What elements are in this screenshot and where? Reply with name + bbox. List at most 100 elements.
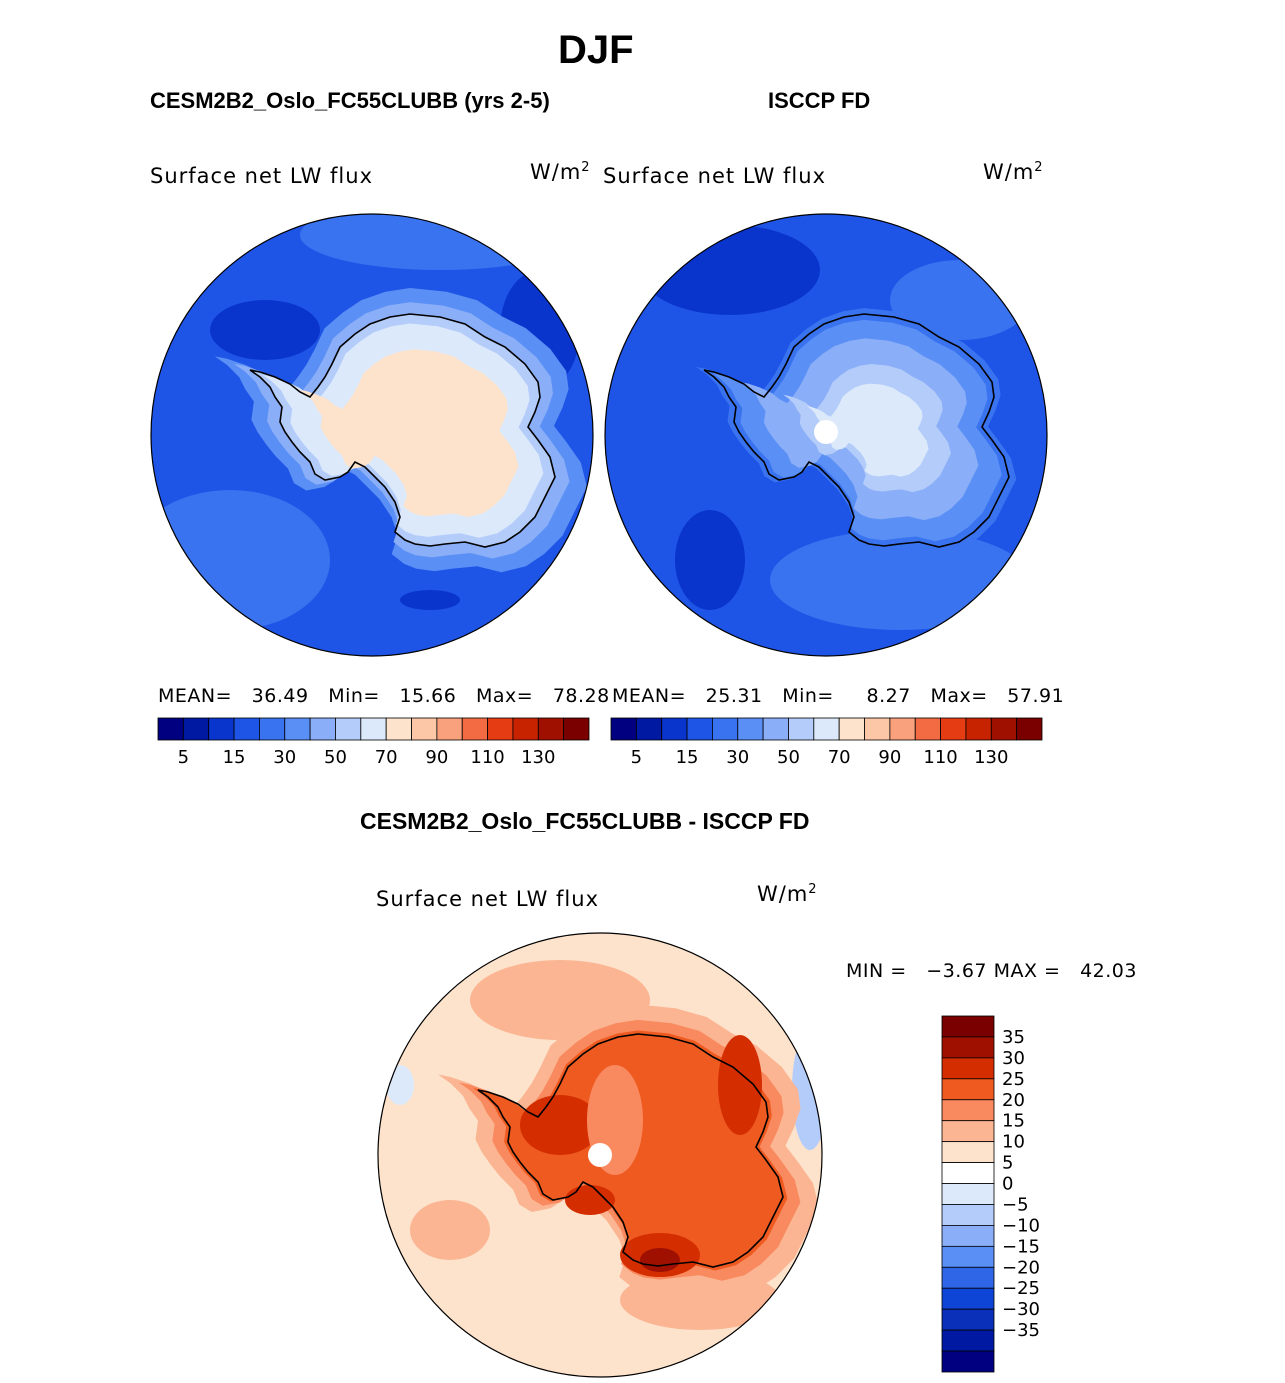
diff-colorbar-tick-label: 35 (1002, 1027, 1025, 1048)
diff-colorbar-swatch (941, 1141, 995, 1163)
obs-colorbar-tick-label: 90 (878, 747, 901, 768)
model-variable-label: Surface net LW flux (150, 164, 373, 188)
model-colorbar-swatch (157, 717, 184, 741)
obs-colorbar-swatch (635, 717, 663, 741)
obs-colorbar-swatch (762, 717, 789, 741)
obs-colorbar-swatch (813, 717, 840, 741)
diff-colorbar-swatch (941, 1078, 995, 1101)
model-colorbar-swatch (385, 717, 412, 741)
diff-map-border (377, 932, 823, 1378)
obs-colorbar-tick-label: 50 (777, 747, 800, 768)
obs-colorbar-swatch (940, 717, 967, 741)
model-colorbar: 5 15 30 50 70 90 110 130 (157, 717, 590, 768)
diff-polar-map (378, 933, 822, 1377)
model-map-border (150, 213, 594, 657)
diff-colorbar-tick-label: 25 (1002, 1069, 1025, 1090)
diff-colorbar-tick-label: 5 (1002, 1153, 1013, 1174)
model-colorbar-tick-label: 70 (375, 747, 398, 768)
model-colorbar-swatch (208, 717, 235, 741)
diff-colorbar-tick-label: −35 (1002, 1320, 1040, 1341)
diff-colorbar-tick-label: −20 (1002, 1257, 1040, 1278)
model-colorbar-tick-label: 50 (324, 747, 347, 768)
obs-colorbar: 5 15 30 50 70 90 110 130 (610, 717, 1043, 768)
diff-colorbar-swatch (941, 1183, 995, 1205)
diff-colorbar-swatch (941, 1266, 995, 1289)
obs-map-border (604, 213, 1048, 657)
diff-units-label: W/m2 (757, 882, 818, 906)
obs-colorbar-swatch (914, 717, 941, 741)
obs-colorbar-swatch (686, 717, 713, 741)
diff-minmax: MIN = −3.67 MAX = 42.03 (846, 960, 1137, 982)
model-stats: MEAN= 36.49 Min= 15.66 Max= 78.28 (158, 685, 610, 707)
diff-colorbar-swatch (941, 1099, 995, 1122)
model-colorbar-tick-label: 130 (521, 747, 555, 768)
diff-colorbar-swatch (941, 1245, 995, 1268)
obs-stats: MEAN= 25.31 Min= 8.27 Max= 57.91 (612, 685, 1065, 707)
diff-colorbar-swatch (941, 1162, 995, 1184)
obs-colorbar-tick-label: 110 (923, 747, 957, 768)
diff-colorbar-tick-label: 20 (1002, 1090, 1025, 1111)
obs-colorbar-swatch (610, 717, 637, 741)
model-colorbar-tick-label: 15 (223, 747, 246, 768)
model-colorbar-swatch (284, 717, 311, 741)
obs-colorbar-swatch (965, 717, 992, 741)
diff-colorbar-swatch (941, 1308, 995, 1331)
diff-colorbar-tick-label: 0 (1002, 1174, 1013, 1195)
model-colorbar-swatch (512, 717, 539, 741)
model-colorbar-tick-label: 5 (178, 747, 189, 768)
diff-colorbar-swatch (941, 1036, 995, 1059)
diff-colorbar-swatch (941, 1350, 995, 1373)
model-colorbar-tick-label: 110 (470, 747, 504, 768)
obs-units-label: W/m2 (983, 160, 1044, 184)
diff-title: CESM2B2_Oslo_FC55CLUBB - ISCCP FD (360, 808, 810, 834)
obs-colorbar-swatch (788, 717, 815, 741)
model-colorbar-swatch (309, 717, 336, 741)
model-colorbar-swatch (182, 717, 210, 741)
diff-colorbar-swatch (941, 1057, 995, 1080)
diff-colorbar-tick-label: 10 (1002, 1132, 1025, 1153)
model-colorbar-swatch (563, 717, 590, 741)
obs-colorbar-tick-label: 70 (828, 747, 851, 768)
model-colorbar-swatch (335, 717, 362, 741)
obs-colorbar-tick-label: 5 (631, 747, 642, 768)
model-colorbar-tick-label: 30 (273, 747, 296, 768)
model-colorbar-swatch (360, 717, 387, 741)
obs-case-title: ISCCP FD (768, 88, 871, 113)
diff-colorbar-tick-label: −5 (1002, 1194, 1029, 1215)
diff-colorbar-tick-label: −10 (1002, 1215, 1040, 1236)
obs-polar-map (605, 214, 1047, 656)
diff-colorbar-swatch (941, 1287, 995, 1310)
model-colorbar-swatch (436, 717, 463, 741)
diff-colorbar-swatch (941, 1329, 995, 1352)
obs-colorbar-swatch (838, 717, 865, 741)
model-polar-map (151, 214, 593, 656)
diff-colorbar-tick-label: 30 (1002, 1048, 1025, 1069)
obs-colorbar-swatch (889, 717, 916, 741)
obs-colorbar-swatch (712, 717, 739, 741)
model-case-title: CESM2B2_Oslo_FC55CLUBB (yrs 2-5) (150, 88, 550, 113)
obs-colorbar-tick-label: 15 (676, 747, 699, 768)
obs-colorbar-swatch (864, 717, 891, 741)
model-colorbar-swatch (233, 717, 260, 741)
model-units-label: W/m2 (530, 160, 591, 184)
model-colorbar-tick-label: 90 (425, 747, 448, 768)
diff-colorbar-swatch (941, 1204, 995, 1226)
diff-colorbar-tick-label: 15 (1002, 1111, 1025, 1132)
diff-colorbar-tick-label: −30 (1002, 1299, 1040, 1320)
diff-colorbar-tick-label: −15 (1002, 1236, 1040, 1257)
obs-colorbar-tick-label: 130 (974, 747, 1008, 768)
obs-variable-label: Surface net LW flux (603, 164, 826, 188)
model-colorbar-swatch (411, 717, 438, 741)
diff-colorbar-swatch (941, 1015, 995, 1038)
diff-colorbar-swatch (941, 1225, 995, 1247)
diff-colorbar-swatch (941, 1120, 995, 1143)
obs-colorbar-swatch (990, 717, 1018, 741)
diff-variable-label: Surface net LW flux (376, 887, 599, 911)
obs-colorbar-swatch (737, 717, 764, 741)
model-colorbar-swatch (537, 717, 565, 741)
model-colorbar-swatch (487, 717, 514, 741)
diff-colorbar-tick-label: −25 (1002, 1278, 1040, 1299)
obs-colorbar-swatch (1016, 717, 1043, 741)
